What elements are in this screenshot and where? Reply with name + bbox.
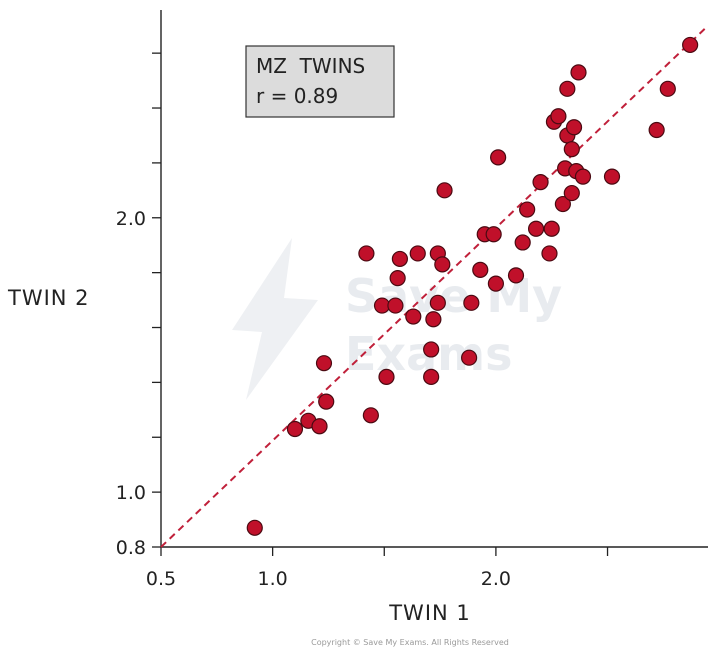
- data-point: [603, 168, 621, 185]
- y-tick-label: 2.0: [116, 208, 146, 230]
- data-point: [423, 368, 440, 385]
- data-point: [434, 256, 451, 273]
- data-point: [409, 245, 426, 262]
- watermark-bolt-icon: [232, 238, 318, 400]
- data-point: [373, 297, 391, 314]
- data-point: [436, 182, 453, 199]
- x-tick-label: 2.0: [481, 568, 511, 590]
- data-point: [570, 64, 587, 81]
- data-point: [563, 184, 580, 202]
- data-point: [391, 250, 408, 268]
- data-point: [527, 220, 545, 237]
- annotation-box: MZ TWINS r = 0.89: [245, 45, 395, 118]
- data-point: [532, 174, 549, 191]
- y-ticks: 0.8 1.0 2.0: [116, 52, 161, 559]
- data-point: [429, 294, 446, 311]
- y-axis-title: TWIN 2: [7, 286, 90, 310]
- axes: [160, 10, 708, 548]
- data-point: [472, 261, 489, 278]
- data-point: [554, 195, 571, 213]
- y-tick-label: 0.8: [116, 537, 146, 559]
- data-point: [541, 245, 558, 262]
- data-point: [543, 220, 560, 237]
- data-point: [389, 270, 406, 287]
- annotation-box-background: [245, 45, 395, 118]
- data-point: [550, 108, 567, 125]
- x-tick-label: 0.5: [146, 568, 176, 590]
- data-point: [246, 519, 263, 536]
- data-point: [425, 311, 442, 328]
- y-tick-label: 1.0: [116, 482, 146, 504]
- data-point: [378, 368, 395, 385]
- data-point: [318, 393, 335, 410]
- data-point: [574, 168, 592, 185]
- data-point: [485, 226, 502, 243]
- data-point: [423, 341, 440, 358]
- data-points: [246, 36, 699, 536]
- copyright-text: Copyright © Save My Exams. All Rights Re…: [311, 638, 509, 647]
- data-point: [559, 80, 576, 97]
- data-point: [463, 294, 480, 311]
- data-point: [514, 234, 531, 251]
- data-point: [507, 267, 525, 284]
- data-point: [648, 121, 665, 139]
- data-point: [565, 119, 583, 136]
- watermark-text-1: Save My: [345, 269, 562, 323]
- data-point: [490, 149, 507, 166]
- annotation-line-2: r = 0.89: [256, 84, 338, 108]
- annotation-line-1: MZ TWINS: [256, 54, 365, 78]
- x-ticks: 0.5 1.0 2.0: [146, 547, 609, 590]
- data-point: [682, 36, 699, 54]
- x-axis-title: TWIN 1: [388, 601, 471, 625]
- data-point: [659, 80, 676, 97]
- data-point: [487, 275, 504, 292]
- data-point: [286, 420, 304, 438]
- data-point: [519, 201, 536, 218]
- x-tick-label: 1.0: [258, 568, 288, 590]
- data-point: [563, 141, 580, 158]
- data-point: [315, 355, 333, 372]
- data-point: [387, 297, 404, 314]
- data-point: [358, 245, 375, 262]
- data-point: [405, 308, 422, 325]
- data-point: [311, 418, 328, 435]
- data-point: [461, 349, 478, 366]
- data-point: [362, 407, 379, 424]
- trend-line: [160, 24, 709, 548]
